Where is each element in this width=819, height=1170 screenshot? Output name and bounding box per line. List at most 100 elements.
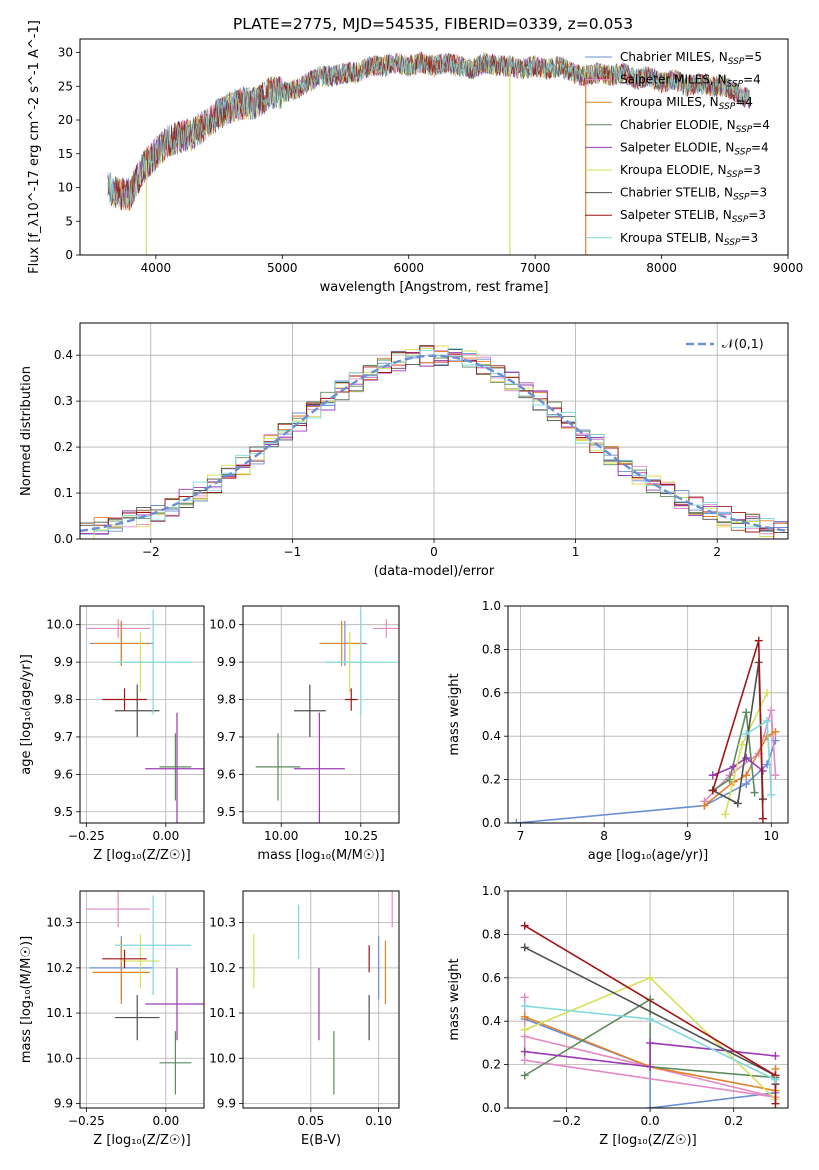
y-tick-label: 9.7 [217, 730, 236, 744]
series-marker [742, 730, 751, 739]
y-tick-label: 20 [58, 113, 73, 127]
y-tick-label: 10.0 [46, 1051, 73, 1065]
y-tick-label: 0.1 [54, 486, 73, 500]
x-axis-label: E(B-V) [301, 1133, 341, 1148]
series-marker [646, 1104, 655, 1108]
legend-entry: Kroupa ELODIE, NSSP=3 [620, 163, 761, 180]
series-marker [771, 1075, 780, 1084]
x-tick-label: 10.00 [264, 829, 298, 843]
legend-entry: 𝒩(0,1) [722, 336, 764, 351]
x-axis-label: Z [log₁₀(Z/Z☉)] [93, 1133, 190, 1148]
axes-frame [507, 605, 789, 824]
y-axis-label: mass [log₁₀(M/M☉)] [19, 936, 34, 1063]
y-tick-label: 0.0 [482, 816, 501, 830]
series-line [712, 712, 756, 793]
y-tick-label: 9.6 [217, 767, 236, 781]
plot-area [253, 891, 393, 1095]
y-tick-label: 0.6 [482, 686, 501, 700]
series-marker [520, 1056, 529, 1065]
series-marker [520, 1025, 529, 1034]
y-tick-label: 9.5 [217, 805, 236, 819]
x-tick-label: 8000 [646, 261, 677, 275]
x-tick-label: −1 [284, 545, 302, 559]
axes-frame [242, 605, 400, 824]
axes-mass_vs_Z: −0.25 0.00 9.9 10.0 10.1 10.2 10.3 Z [log₁₀(Z/Z… [19, 890, 205, 1148]
axes-mass_weight_vs_age: 7 8 9 10 0.0 0.2 0.4 0.6 0.8 1.0 age [log₁₀(age/yr… [447, 599, 789, 863]
x-tick-label: −0.2 [552, 1114, 581, 1128]
legend-entry: Salpeter ELODIE, NSSP=4 [620, 140, 769, 157]
y-tick-label: 15 [58, 147, 73, 161]
plot-area [86, 891, 204, 1095]
y-tick-label: 0.4 [482, 729, 501, 743]
y-tick-label: 10.1 [209, 1006, 236, 1020]
y-tick-label: 10.0 [209, 1051, 236, 1065]
series-marker [771, 1099, 780, 1108]
x-tick-label: 0.0 [641, 1114, 660, 1128]
series-marker [725, 775, 734, 784]
x-axis-label: mass [log₁₀(M/M☉)] [257, 848, 384, 863]
series-marker [733, 799, 742, 808]
x-tick-label: 0.00 [152, 1114, 179, 1128]
x-tick-label: 8 [600, 829, 608, 843]
series-marker [646, 1062, 655, 1071]
grid-lines [80, 891, 204, 1108]
series-marker [758, 814, 767, 823]
x-tick-label: 10 [764, 829, 779, 843]
axes-spectrum: 4000 5000 6000 7000 8000 9000 0 5 10 15 20 25 30 wave… [27, 20, 803, 295]
x-tick-label: 0.05 [297, 1114, 324, 1128]
y-tick-label: 9.8 [217, 693, 236, 707]
series-line [712, 662, 764, 805]
series-line [712, 756, 764, 777]
y-tick-label: 0.2 [54, 440, 73, 454]
plots-layer: 4000 5000 6000 7000 8000 9000051015202530wave… [19, 20, 803, 1148]
gaussian-curve [80, 354, 788, 533]
y-tick-label: 10.3 [209, 916, 236, 930]
x-tick-label: 9000 [773, 261, 804, 275]
y-axis-label: age [log₁₀(age/yr)] [19, 654, 34, 775]
y-tick-label: 10.2 [209, 961, 236, 975]
x-tick-label: −0.25 [68, 829, 105, 843]
x-axis-label: age [log₁₀(age/yr)] [588, 848, 709, 863]
y-tick-label: 1.0 [482, 884, 501, 898]
series-marker [721, 810, 730, 819]
x-axis-label: Z [log₁₀(Z/Z☉)] [599, 1133, 696, 1148]
series-marker [771, 771, 780, 780]
series-marker [708, 786, 717, 795]
axes-frame [507, 890, 789, 1109]
series-marker [750, 788, 759, 797]
series-marker [520, 993, 529, 1002]
y-axis-label: Normed distribution [19, 366, 34, 496]
axes-mass_vs_ebv: 0.05 0.10 9.9 10.0 10.1 10.2 10.3 E(B-V) [209, 890, 400, 1148]
x-tick-label: 0 [430, 545, 438, 559]
legend-entry: Kroupa STELIB, NSSP=3 [620, 231, 758, 248]
legend-entry: Kroupa MILES, NSSP=4 [620, 95, 753, 112]
series-marker [767, 706, 776, 715]
x-tick-label: 0.2 [724, 1114, 743, 1128]
y-tick-label: 10.3 [46, 916, 73, 930]
series-marker [520, 1071, 529, 1080]
x-tick-label: 5000 [267, 261, 298, 275]
legend-entry: Chabrier ELODIE, NSSP=4 [620, 118, 770, 135]
grid-lines [243, 606, 399, 823]
y-tick-label: 10.2 [46, 961, 73, 975]
spectrum-legend: Chabrier MILES, NSSP=5 Salpeter MILES, NS… [585, 50, 770, 248]
axes-frame [79, 890, 205, 1109]
x-axis-label: (data-model)/error [374, 564, 495, 579]
x-tick-label: 9 [684, 829, 692, 843]
series-marker [646, 1015, 655, 1024]
series-marker [646, 973, 655, 982]
legend-entry: Salpeter STELIB, NSSP=3 [620, 208, 766, 225]
y-tick-label: 0.0 [482, 1101, 501, 1115]
x-tick-label: 1 [572, 545, 580, 559]
x-tick-label: 7000 [520, 261, 551, 275]
spectrum-line [107, 52, 750, 210]
series-marker [520, 1012, 529, 1021]
y-axis-label: mass weight [447, 673, 462, 755]
spectrum-line [107, 52, 750, 211]
axes-residuals: −2 −1 0 1 2 0.0 0.1 0.2 0.3 0.4 (data-model)/error… [19, 322, 789, 579]
plot-area [512, 636, 780, 823]
y-tick-label: 0.6 [482, 971, 501, 985]
y-tick-label: 9.8 [54, 693, 73, 707]
y-tick-label: 9.5 [54, 805, 73, 819]
series-marker [771, 727, 780, 736]
